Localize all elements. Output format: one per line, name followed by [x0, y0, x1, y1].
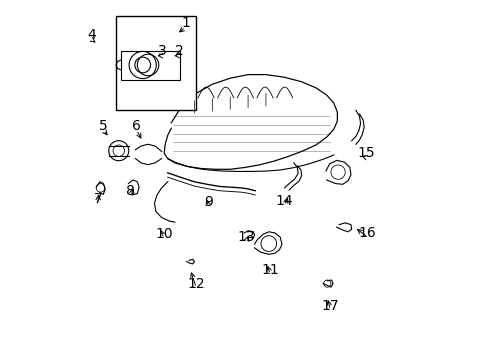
- Text: 11: 11: [261, 263, 279, 277]
- Bar: [116, 16, 196, 111]
- Text: 1: 1: [181, 16, 190, 30]
- Text: 5: 5: [99, 119, 107, 133]
- Text: 10: 10: [155, 226, 173, 240]
- Text: 3: 3: [158, 44, 166, 58]
- Text: 15: 15: [356, 146, 374, 160]
- Text: 6: 6: [132, 119, 141, 133]
- Text: 16: 16: [358, 226, 376, 240]
- Text: 14: 14: [275, 194, 293, 208]
- Text: 13: 13: [237, 230, 255, 244]
- Text: 8: 8: [126, 184, 135, 198]
- Text: 4: 4: [87, 28, 96, 42]
- Text: 12: 12: [187, 276, 204, 291]
- Text: 7: 7: [94, 192, 102, 206]
- Text: 9: 9: [204, 195, 213, 209]
- Text: 2: 2: [175, 44, 183, 58]
- Text: 17: 17: [321, 299, 338, 313]
